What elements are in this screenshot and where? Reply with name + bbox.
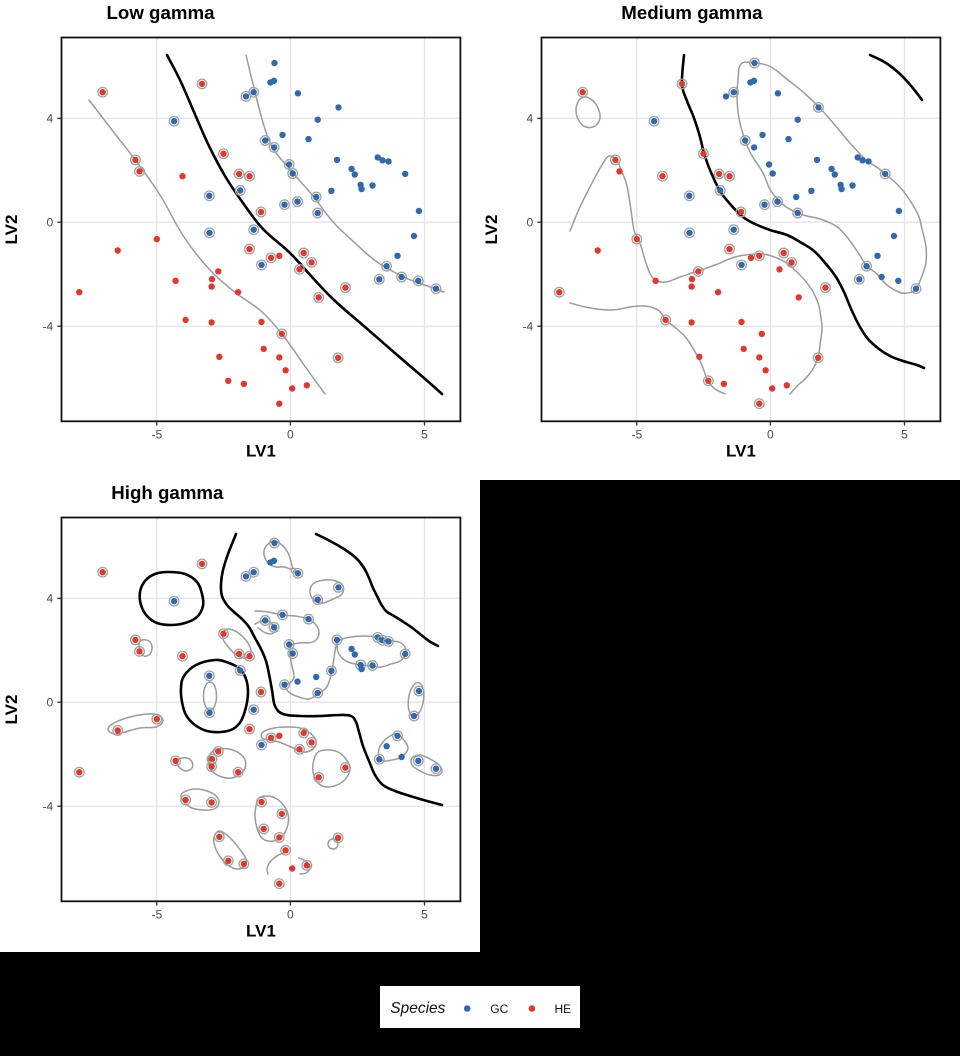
svg-text:-4: -4: [43, 800, 54, 814]
svg-text:0: 0: [527, 216, 534, 230]
svg-text:4: 4: [47, 112, 54, 126]
svg-text:0: 0: [287, 907, 294, 921]
svg-text:0: 0: [287, 427, 294, 441]
svg-text:0: 0: [767, 427, 774, 441]
svg-text:-5: -5: [151, 907, 162, 921]
svg-text:4: 4: [527, 112, 534, 126]
svg-text:LV1: LV1: [246, 442, 276, 461]
svg-text:LV1: LV1: [246, 922, 276, 941]
svg-text:Species: Species: [390, 1000, 445, 1017]
svg-text:0: 0: [47, 216, 54, 230]
svg-text:-4: -4: [43, 320, 54, 334]
svg-text:High gamma: High gamma: [111, 482, 224, 503]
svg-text:5: 5: [901, 427, 908, 441]
svg-text:5: 5: [421, 427, 428, 441]
svg-text:LV2: LV2: [2, 215, 21, 245]
svg-text:4: 4: [47, 592, 54, 606]
svg-text:LV2: LV2: [482, 215, 501, 245]
svg-text:-5: -5: [151, 427, 162, 441]
svg-text:0: 0: [47, 696, 54, 710]
svg-text:Medium gamma: Medium gamma: [621, 2, 763, 23]
svg-text:GC: GC: [490, 1002, 508, 1016]
svg-text:Low gamma: Low gamma: [107, 2, 216, 23]
svg-text:-5: -5: [631, 427, 642, 441]
svg-text:5: 5: [421, 907, 428, 921]
svg-text:LV1: LV1: [726, 442, 756, 461]
svg-text:LV2: LV2: [2, 695, 21, 725]
svg-text:HE: HE: [554, 1002, 571, 1016]
svg-text:-4: -4: [523, 320, 534, 334]
